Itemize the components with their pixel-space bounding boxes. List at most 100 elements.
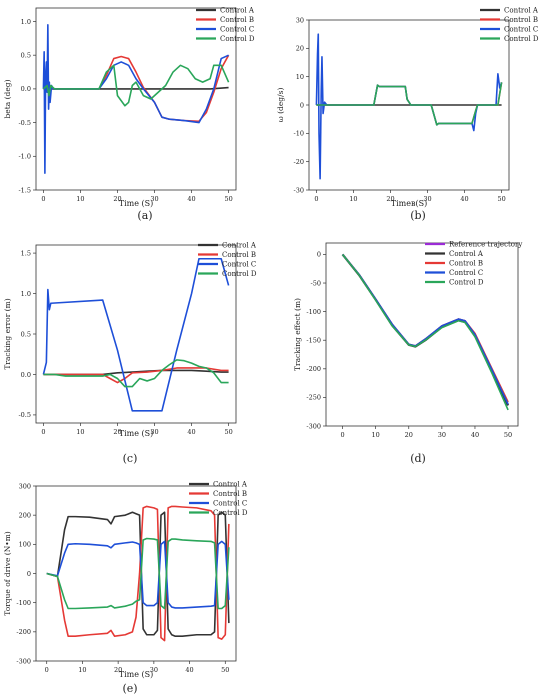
y-tick-label: 300 — [19, 482, 31, 490]
legend-label: Control D — [213, 509, 248, 517]
x-tick-label: 10 — [76, 195, 84, 203]
y-tick-label: 1.0 — [21, 290, 31, 298]
legend-label: Control B — [213, 490, 247, 498]
chart-panel-e: 0 10 20 30 40 50 -300 -200 -100 0 100 200 300 Time (S… — [3, 481, 248, 679]
x-tick-label: 40 — [185, 666, 193, 674]
x-tick-label: 10 — [78, 666, 86, 674]
y-tick-label: 1.5 — [21, 249, 31, 257]
panel-label-a: (a) — [137, 209, 152, 222]
y-tick-label: 100 — [19, 541, 31, 549]
legend-label: Control A — [504, 7, 539, 15]
y-tick-label: 1.0 — [21, 18, 31, 26]
y-tick-label: -50 — [311, 279, 321, 287]
x-tick-label: 20 — [113, 195, 121, 203]
y-tick-label: 0.0 — [21, 85, 31, 93]
series-line-control-c — [46, 540, 230, 609]
x-tick-label: 10 — [372, 431, 380, 439]
x-tick-label: 50 — [224, 195, 232, 203]
legend-label: Control B — [220, 16, 254, 24]
y-tick-label: 0 — [317, 251, 321, 259]
y-tick-label: -1.5 — [18, 186, 31, 194]
x-tick-label: 0 — [41, 428, 45, 436]
x-tick-label: 50 — [504, 431, 512, 439]
series-line-control-c — [42, 24, 229, 174]
legend-label: Control A — [213, 481, 248, 489]
x-axis-label: Timeв(S) — [391, 199, 427, 208]
y-tick-label: 10 — [296, 73, 304, 81]
y-tick-label: -10 — [294, 130, 304, 138]
x-tick-label: 40 — [187, 195, 195, 203]
legend-label: Reference trajectory — [449, 241, 522, 249]
chart-panel-d: 0 10 20 30 40 50 -300 -250 -200 -150 -100 -50 0 Track… — [293, 241, 522, 439]
x-tick-label: 30 — [423, 195, 431, 203]
x-tick-label: 50 — [497, 195, 505, 203]
y-tick-label: -100 — [306, 308, 321, 316]
y-axis-label: ω (deg/s) — [276, 88, 285, 123]
legend-label: Control D — [449, 279, 484, 287]
y-axis-label: Tracking error (m) — [3, 298, 12, 369]
x-tick-label: 10 — [76, 428, 84, 436]
legend-label: Control A — [449, 250, 484, 258]
legend-label: Control D — [220, 35, 255, 43]
legend-label: Control C — [213, 500, 247, 508]
legend-label: Control D — [504, 35, 539, 43]
x-tick-label: 20 — [114, 666, 122, 674]
legend-label: Control B — [504, 16, 538, 24]
x-tick-label: 40 — [460, 195, 468, 203]
panel-label-c: (c) — [123, 452, 138, 465]
series-line-control-a — [46, 511, 230, 638]
x-axis-label: Time (S) — [119, 199, 153, 208]
y-tick-label: -1.0 — [18, 153, 31, 161]
legend-label: Control B — [449, 260, 483, 268]
x-axis-label: Time (S) — [119, 670, 153, 679]
series-line-control-d — [43, 359, 229, 388]
x-tick-label: 0 — [314, 195, 318, 203]
x-tick-label: 0 — [45, 666, 49, 674]
y-axis-label: beta (deg) — [3, 79, 12, 118]
y-tick-label: 30 — [296, 16, 304, 24]
legend-label: Control C — [220, 26, 254, 34]
x-tick-label: 30 — [150, 428, 158, 436]
series-line-control-c — [315, 33, 503, 180]
panel-label-b: (b) — [410, 209, 426, 222]
panel-label-d: (d) — [410, 452, 426, 465]
x-tick-label: 0 — [41, 195, 45, 203]
legend-label: Control C — [504, 26, 538, 34]
panel-label-e: (e) — [122, 682, 137, 695]
x-tick-label: 20 — [386, 195, 394, 203]
y-tick-label: 0 — [27, 570, 31, 578]
y-axis-label: Torque of drive (N•m) — [3, 531, 12, 616]
plot-frame — [35, 244, 237, 424]
y-tick-label: -30 — [294, 186, 304, 194]
legend-label: Control C — [449, 269, 483, 277]
y-tick-label: 0 — [300, 101, 304, 109]
legend-label: Control B — [222, 251, 256, 259]
x-tick-label: 30 — [150, 666, 158, 674]
y-tick-label: -100 — [16, 599, 31, 607]
chart-panel-c: 0 10 20 30 40 50 -0.5 0.0 0.5 1.0 1.5 Time (S) Track… — [3, 242, 257, 438]
legend-label: Control A — [222, 242, 257, 250]
plot-frame — [325, 242, 519, 427]
y-tick-label: -20 — [294, 158, 304, 166]
legend-label: Control D — [222, 270, 257, 278]
x-tick-label: 30 — [150, 195, 158, 203]
x-tick-label: 10 — [349, 195, 357, 203]
y-tick-label: 0.5 — [21, 51, 31, 59]
series-line-control-c — [42, 257, 230, 412]
series-line-control-b — [46, 505, 230, 642]
y-tick-label: -300 — [16, 657, 31, 665]
y-tick-label: -200 — [306, 365, 321, 373]
x-tick-label: 50 — [221, 666, 229, 674]
y-tick-label: -0.5 — [18, 411, 31, 419]
y-tick-label: 0.5 — [21, 330, 31, 338]
plot-frame — [35, 7, 237, 191]
y-tick-label: 20 — [296, 45, 304, 53]
legend-label: Control A — [220, 7, 255, 15]
y-tick-label: -0.5 — [18, 119, 31, 127]
legend-label: Control C — [222, 261, 256, 269]
series-line-control-d — [42, 64, 230, 107]
y-tick-label: -150 — [306, 337, 321, 345]
series-line-control-d — [46, 537, 230, 610]
y-tick-label: 0.0 — [21, 371, 31, 379]
